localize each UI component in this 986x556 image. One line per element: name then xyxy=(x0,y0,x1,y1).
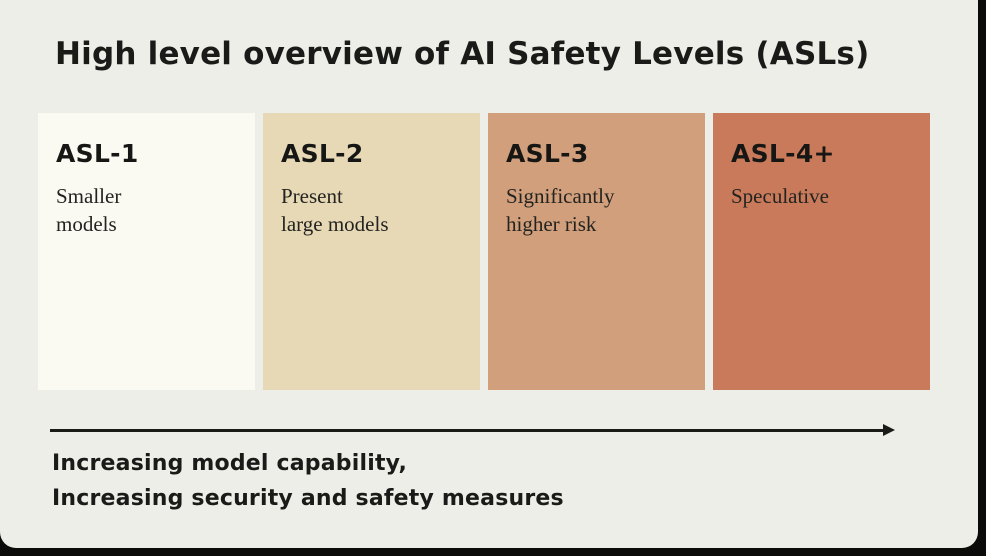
arrow-head-icon xyxy=(883,424,895,436)
asl-1-card: ASL-1 Smaller models xyxy=(38,113,255,390)
asl-3-description: Significantly higher risk xyxy=(506,184,615,236)
axis-caption: Increasing model capability, Increasing … xyxy=(52,446,564,516)
asl-3-card: ASL-3 Significantly higher risk xyxy=(488,113,705,390)
asl-4-description: Speculative xyxy=(731,184,829,208)
asl-2-card: ASL-2 Present large models xyxy=(263,113,480,390)
asl-levels-row: ASL-1 Smaller models ASL-2 Present large… xyxy=(38,113,930,390)
axis-caption-line1: Increasing model capability, xyxy=(52,451,408,476)
capability-axis-arrow xyxy=(50,423,895,437)
slide-background: High level overview of AI Safety Levels … xyxy=(0,0,978,548)
arrow-line xyxy=(50,429,886,432)
asl-4-label: ASL-4+ xyxy=(731,139,835,168)
asl-3-label: ASL-3 xyxy=(506,139,589,168)
axis-caption-line2: Increasing security and safety measures xyxy=(52,486,564,511)
asl-2-label: ASL-2 xyxy=(281,139,364,168)
asl-1-description: Smaller models xyxy=(56,184,122,236)
asl-2-description: Present large models xyxy=(281,184,389,236)
asl-4-card: ASL-4+ Speculative xyxy=(713,113,930,390)
page-title: High level overview of AI Safety Levels … xyxy=(55,36,870,72)
asl-1-label: ASL-1 xyxy=(56,139,139,168)
